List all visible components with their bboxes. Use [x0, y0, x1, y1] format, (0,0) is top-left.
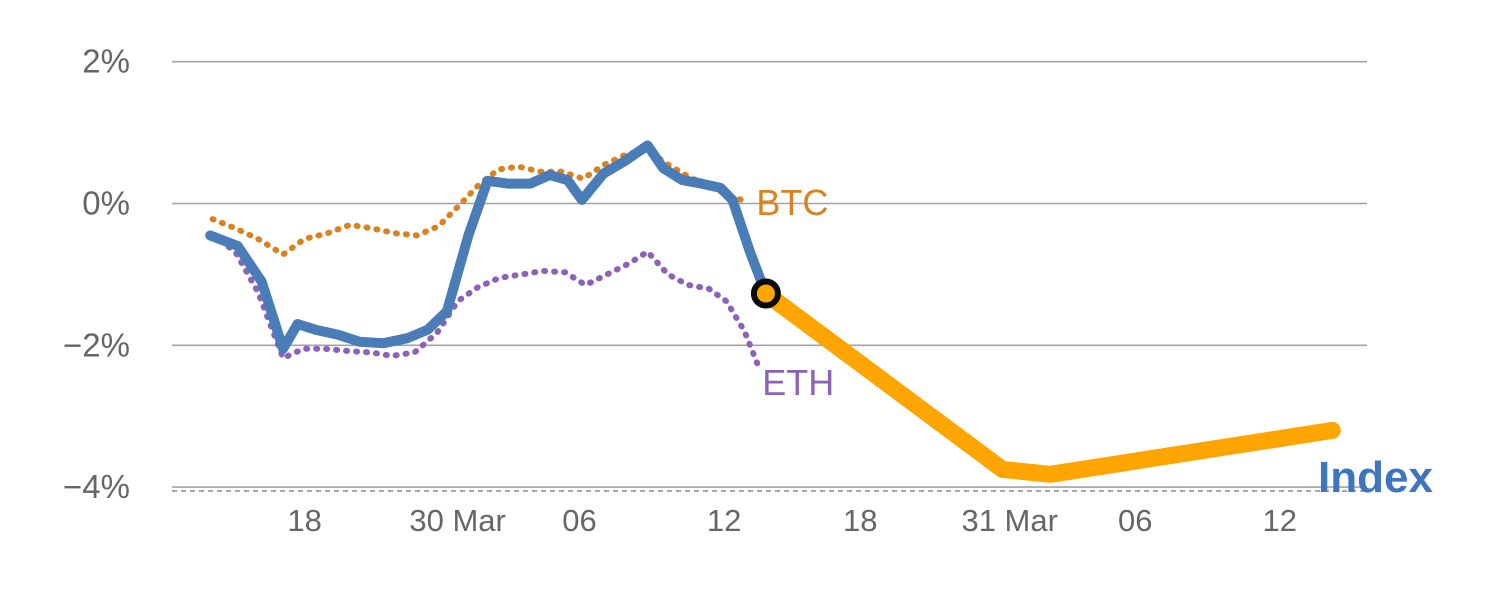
y-tick-label: −2%: [63, 326, 130, 363]
eth-line: [209, 232, 763, 374]
btc-line: [209, 147, 751, 258]
index-forecast-line: [757, 285, 1341, 483]
x-tick-label: 30 Mar: [409, 503, 505, 538]
x-tick-label: 18: [287, 503, 321, 538]
x-tick-label: 31 Mar: [961, 503, 1057, 538]
btc-series-label: BTC: [756, 182, 828, 223]
x-tick-label: 06: [1118, 503, 1152, 538]
x-tick-label: 12: [1263, 503, 1297, 538]
x-tick-label: 06: [562, 503, 596, 538]
eth-series-label: ETH: [762, 362, 834, 403]
x-tick-label: 12: [707, 503, 741, 538]
forecast-start-marker: [750, 278, 781, 309]
y-tick-label: −4%: [63, 468, 130, 505]
index-series-label: Index: [1318, 453, 1433, 502]
x-tick-label: 18: [843, 503, 877, 538]
y-tick-label: 2%: [82, 43, 130, 80]
index-line: [205, 140, 771, 354]
y-tick-label: 0%: [82, 185, 130, 222]
